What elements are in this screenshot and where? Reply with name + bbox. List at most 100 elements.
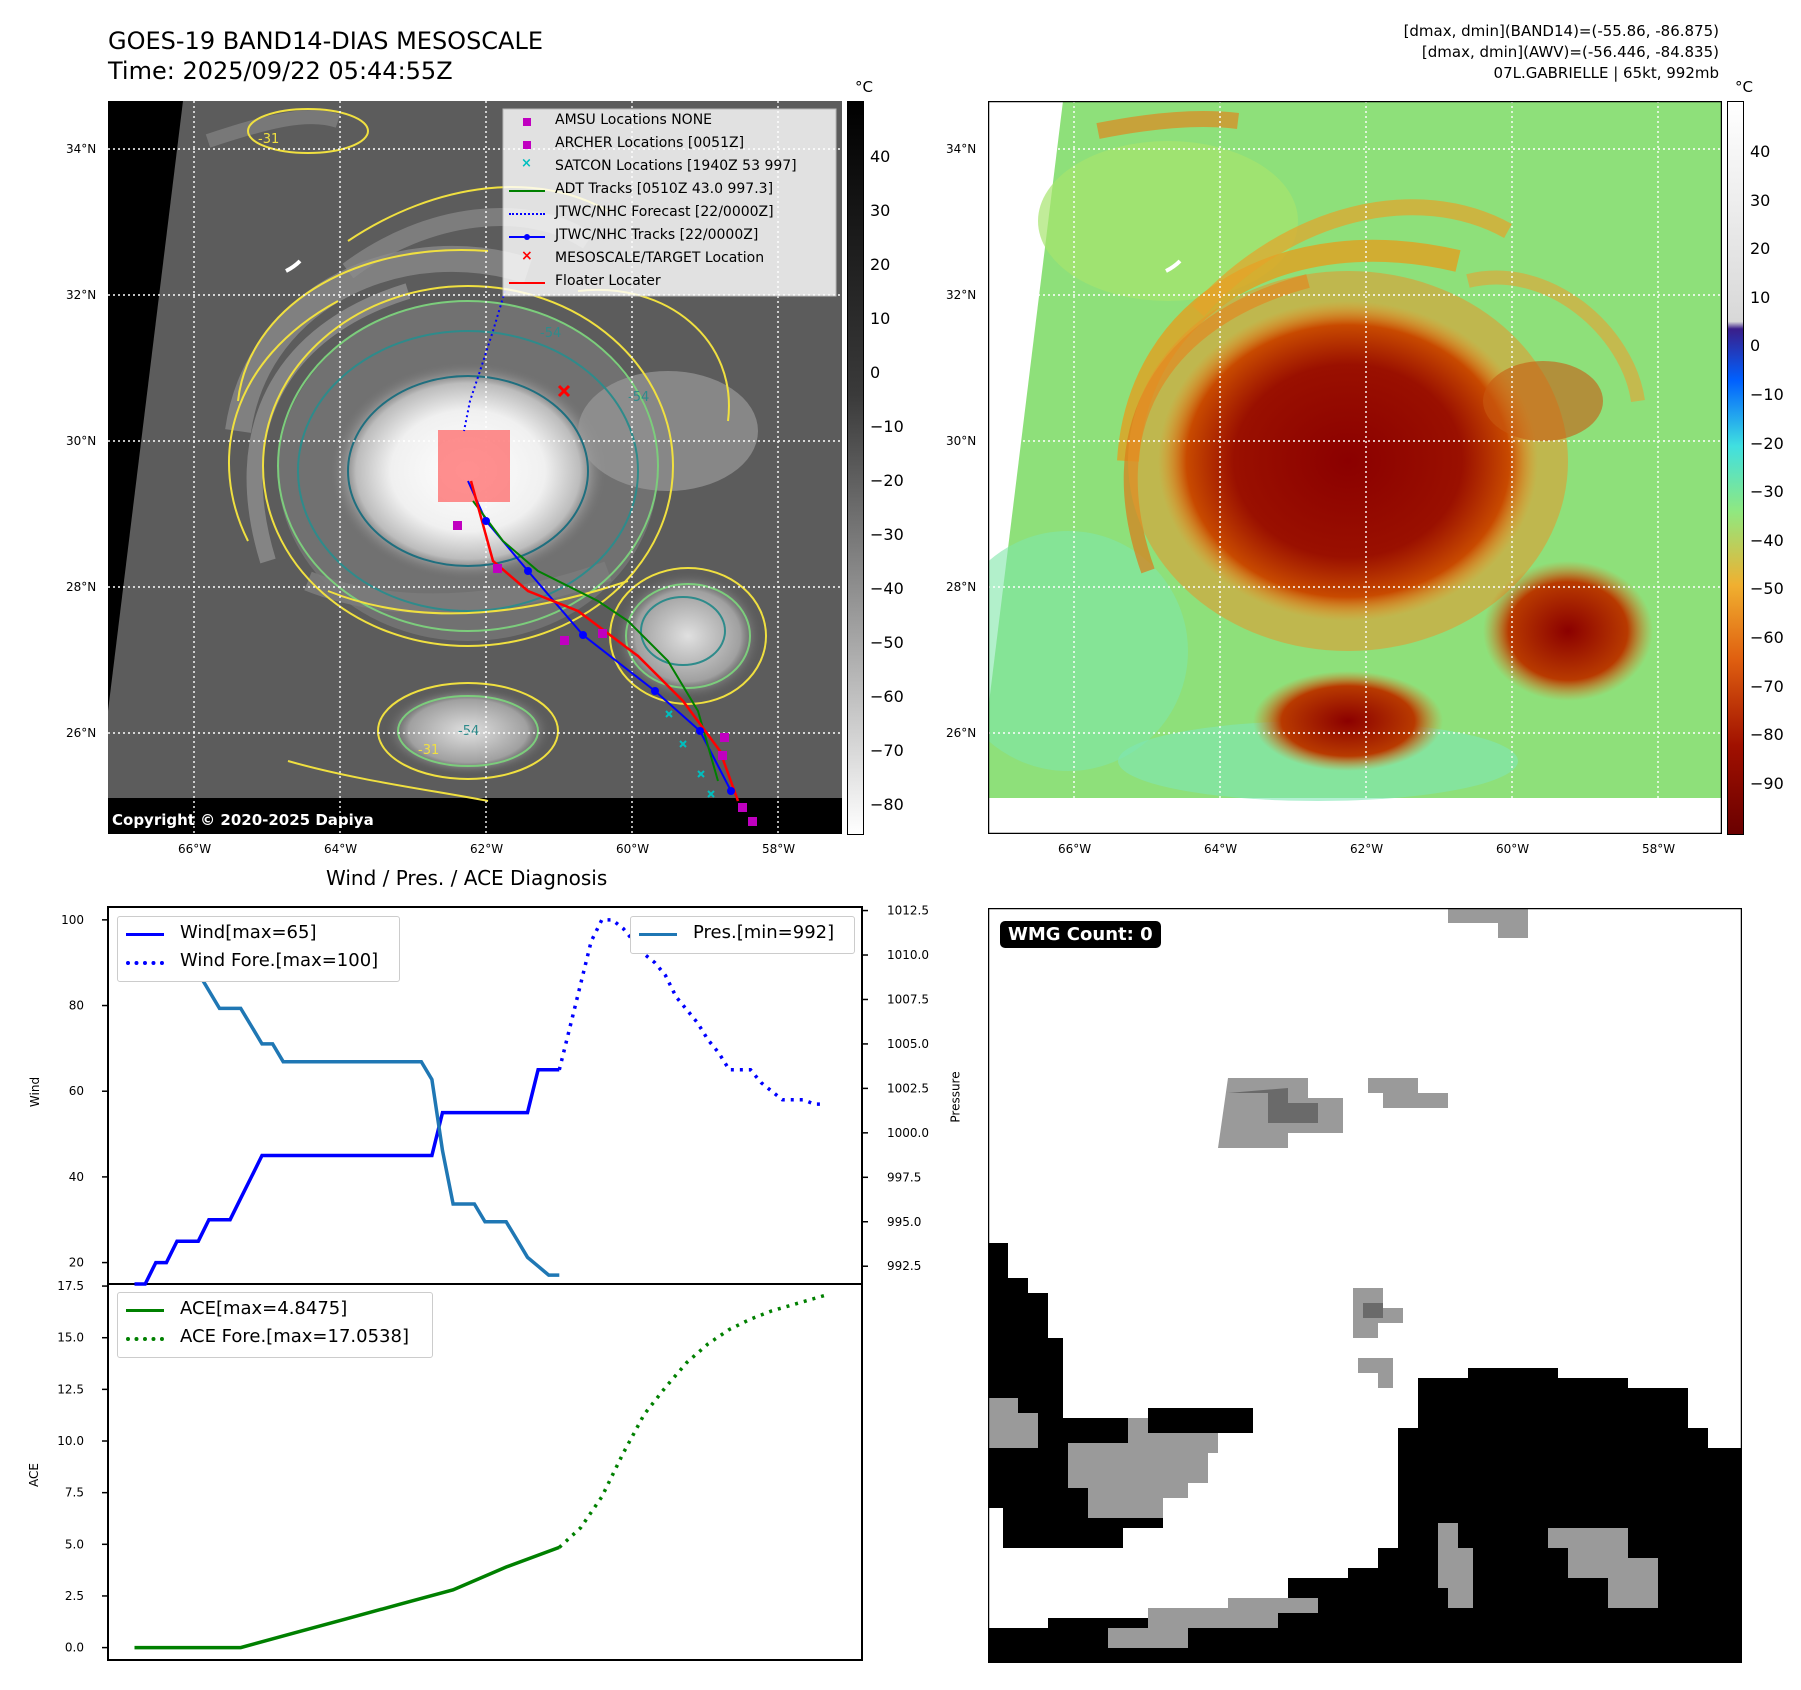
lat-label: 32°N — [946, 288, 977, 302]
legend-label: JTWC/NHC Tracks [22/0000Z] — [555, 227, 759, 243]
storm-info: 07L.GABRIELLE | 65kt, 992mb — [1493, 64, 1719, 82]
legend-ace: ACE[max=4.8475] — [180, 1298, 348, 1319]
ir-map: -31 -54 -54 -54 -31 — [108, 101, 842, 834]
colorbar-tick-label: −60 — [870, 687, 904, 706]
colorbar-tick-label: 30 — [870, 201, 891, 220]
lat-label: 34°N — [946, 142, 977, 156]
pressure-tick-label: 992.5 — [887, 1259, 921, 1273]
line-marker-icon — [509, 282, 545, 284]
lon-label: 62°W — [1350, 842, 1384, 856]
ace-tick-label: 15.0 — [57, 1331, 84, 1345]
colorbar-tick-label: −80 — [1750, 725, 1784, 745]
legend-entry: JTWC/NHC Tracks [22/0000Z] — [505, 227, 835, 250]
figure-title: GOES-19 BAND14-DIAS MESOSCALE — [108, 27, 544, 55]
diagnosis-chart: 100 80 60 40 20 1012.5 1010.0 1007.5 1005.0 1002.… — [57, 904, 929, 1661]
lat-label: 28°N — [946, 580, 977, 594]
colorbar-tick-label: 40 — [870, 147, 891, 166]
gray-colorbar-unit: °C — [855, 78, 873, 96]
lat-label: 32°N — [66, 288, 97, 302]
x-marker-icon: × — [521, 156, 532, 171]
stats-awv: [dmax, dmin](AWV)=(-56.446, -84.835) — [1421, 43, 1719, 61]
lon-label: 58°W — [1642, 842, 1676, 856]
colorbar-tick-label: −10 — [870, 417, 904, 436]
contour-label: -54 — [458, 724, 479, 739]
lat-label: 26°N — [66, 726, 97, 740]
colorbar-tick-label: −80 — [870, 795, 904, 814]
lon-label: 66°W — [178, 842, 212, 856]
lon-label: 64°W — [324, 842, 358, 856]
pressure-tick-label: 1010.0 — [887, 948, 929, 962]
lat-label: 28°N — [66, 580, 97, 594]
colorbar-tick-label: −70 — [1750, 676, 1784, 696]
legend-label: ADT Tracks [0510Z 43.0 997.3] — [555, 181, 774, 197]
legend-entry: × MESOSCALE/TARGET Location — [505, 248, 835, 273]
dotted-line-icon — [126, 961, 164, 965]
lon-label: 66°W — [1058, 842, 1092, 856]
pressure-tick-label: 1000.0 — [887, 1126, 929, 1140]
legend-entry: JTWC/NHC Forecast [22/0000Z] — [505, 204, 835, 227]
ace-tick-label: 10.0 — [57, 1434, 84, 1448]
wind-tick-label: 40 — [69, 1170, 84, 1184]
dotted-line-icon — [126, 1337, 164, 1341]
dotted-line-marker-icon — [509, 213, 545, 215]
colorbar-tick-label: 10 — [1750, 287, 1771, 307]
lat-label: 34°N — [66, 142, 97, 156]
awv-map — [988, 101, 1722, 834]
wind-line — [134, 1068, 560, 1286]
lon-label: 60°W — [1496, 842, 1530, 856]
colorbar-tick-label: −20 — [870, 471, 904, 490]
pressure-tick-label: 1007.5 — [887, 992, 929, 1006]
colorbar-tick-label: −30 — [1750, 482, 1784, 502]
wmg-count-badge: WMG Count: 0 — [1000, 921, 1161, 948]
gray-colorbar — [847, 101, 864, 835]
wind-tick-label: 20 — [69, 1256, 84, 1270]
colorbar-tick-label: −20 — [1750, 433, 1784, 453]
ace-tick-label: 5.0 — [65, 1537, 84, 1551]
colorbar-tick-label: −90 — [1750, 773, 1784, 793]
colorbar-tick-label: 10 — [870, 309, 891, 328]
legend-label: Floater Locater — [555, 273, 661, 289]
colorbar-tick-label: −60 — [1750, 628, 1784, 647]
x-marker-icon: × — [521, 248, 533, 264]
colorbar-tick-label: −50 — [1750, 579, 1784, 599]
color-colorbar-unit: °C — [1735, 78, 1753, 96]
contour-label: -31 — [418, 743, 439, 758]
wind-legend: Wind[max=65] Wind Fore.[max=100] — [117, 916, 400, 982]
pressure-tick-label: 995.0 — [887, 1215, 921, 1229]
solid-line-icon — [126, 1309, 164, 1312]
lon-label: 62°W — [470, 842, 504, 856]
pressure-tick-label: 1002.5 — [887, 1081, 929, 1095]
colorbar-tick-label: 0 — [1750, 336, 1761, 356]
legend-label: ARCHER Locations [0051Z] — [555, 135, 745, 151]
line-marker-icon — [509, 190, 545, 192]
figure-time: Time: 2025/09/22 05:44:55Z — [108, 57, 453, 85]
map-legend: AMSU Locations NONE ARCHER Locations [00… — [505, 112, 835, 296]
lon-label: 60°W — [616, 842, 650, 856]
wind-tick-label: 60 — [69, 1084, 84, 1098]
ace-tick-label: 12.5 — [57, 1382, 84, 1396]
ace-tick-label: 7.5 — [65, 1486, 84, 1500]
pressure-tick-label: 1012.5 — [887, 904, 929, 918]
colorbar-tick-label: −40 — [1750, 530, 1784, 550]
pressure-line — [134, 917, 560, 1277]
lat-label: 30°N — [66, 434, 97, 448]
legend-entry: AMSU Locations NONE — [505, 112, 835, 135]
ace-legend: ACE[max=4.8475] ACE Fore.[max=17.0538] — [117, 1292, 433, 1358]
colorbar-tick-label: −30 — [870, 525, 904, 544]
square-marker-icon — [523, 118, 531, 126]
stats-band14: [dmax, dmin](BAND14)=(-55.86, -86.875) — [1403, 22, 1719, 40]
color-colorbar — [1727, 101, 1744, 835]
contour-label: -54 — [628, 390, 649, 405]
pressure-legend: Pres.[min=992] — [630, 916, 855, 954]
legend-entry: Floater Locater — [505, 273, 835, 296]
legend-entry: ARCHER Locations [0051Z] — [505, 135, 835, 158]
legend-label: MESOSCALE/TARGET Location — [555, 250, 765, 266]
colorbar-tick-label: 0 — [870, 363, 881, 382]
ace-tick-label: 0.0 — [65, 1641, 84, 1655]
legend-label: JTWC/NHC Forecast [22/0000Z] — [555, 204, 774, 220]
lon-label: 64°W — [1204, 842, 1238, 856]
lat-label: 26°N — [946, 726, 977, 740]
wind-tick-label: 100 — [61, 913, 84, 927]
colorbar-tick-label: −40 — [870, 579, 904, 598]
